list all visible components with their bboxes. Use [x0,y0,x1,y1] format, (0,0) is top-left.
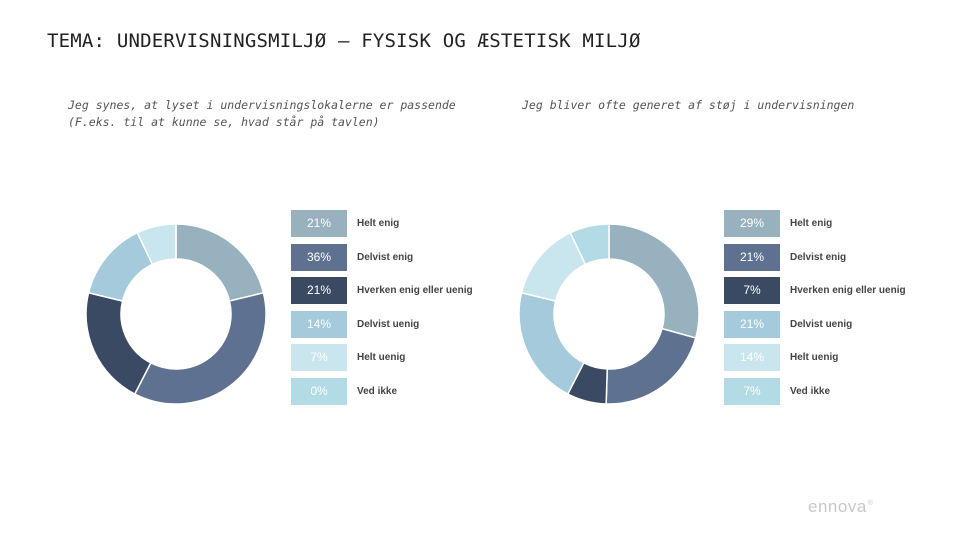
legend-label: Delvist enig [357,251,414,263]
legend-item: 14% Delvist uenig [291,310,511,338]
legend-label: Delvist uenig [357,318,420,330]
chart-1-question: Jeg synes, at lyset i undervisningslokal… [68,97,456,131]
donut-slice [85,291,152,396]
chart-2-donut [518,223,700,405]
legend-percent-box: 14% [291,310,347,338]
legend-percent-box: 14% [724,344,780,372]
legend-label: Ved ikke [790,386,831,397]
legend-label: Hverken enig eller uenig [790,285,906,297]
legend-item: 36% Delvist enig [291,243,511,271]
legend-percent-box: 21% [291,210,347,237]
legend-item: 21% Hverken enig eller uenig [291,277,511,305]
legend-percent-box: 7% [724,277,780,305]
donut-slice [605,327,697,405]
legend-label: Helt enig [357,218,400,229]
legend-label: Helt uenig [790,352,839,364]
chart-1-question-line-1: Jeg synes, at lyset i undervisningslokal… [68,98,456,112]
donut-slice [608,223,700,339]
legend-percent-box: 7% [724,378,780,405]
donut-slice [175,223,265,302]
chart-1-question-line-2: (F.eks. til at kunne se, hvad står på ta… [68,115,380,129]
legend-label: Delvist uenig [790,318,853,330]
legend-percent-box: 21% [291,277,347,305]
logo-text: ennova [808,497,867,516]
legend-item: 29% Helt enig [724,210,944,237]
legend-item: 7% Hverken enig eller uenig [724,277,944,305]
legend-item: 14% Helt uenig [724,344,944,372]
donut-slice [569,223,610,266]
legend-label: Helt enig [790,218,833,229]
legend-percent-box: 21% [724,310,780,338]
logo-registered-mark: ® [867,500,874,508]
ennova-logo: ennova® [808,497,873,517]
legend-percent-box: 7% [291,344,347,372]
legend-label: Helt uenig [357,352,406,364]
chart-1-donut [85,223,267,405]
legend-percent-box: 36% [291,243,347,271]
legend-percent-box: 0% [291,378,347,405]
legend-label: Delvist enig [790,251,847,263]
legend-item: 7% Helt uenig [291,344,511,372]
chart-2-question-line-1: Jeg bliver ofte generet af støj i underv… [522,98,855,112]
legend-item: 21% Helt enig [291,210,511,237]
legend-percent-box: 29% [724,210,780,237]
donut-slice [518,291,585,396]
page-title: TEMA: UNDERVISNINGSMILJØ – FYSISK OG ÆST… [47,30,641,52]
legend-label: Hverken enig eller uenig [357,285,473,297]
legend-item: 21% Delvist uenig [724,310,944,338]
donut-slice [136,223,177,266]
chart-2-question: Jeg bliver ofte generet af støj i underv… [522,97,854,114]
legend-item: 21% Delvist enig [724,243,944,271]
legend-item: 0% Ved ikke [291,378,511,405]
donut-slice [133,291,267,405]
legend-percent-box: 21% [724,243,780,271]
legend-label: Ved ikke [357,386,398,397]
legend-item: 7% Ved ikke [724,378,944,405]
